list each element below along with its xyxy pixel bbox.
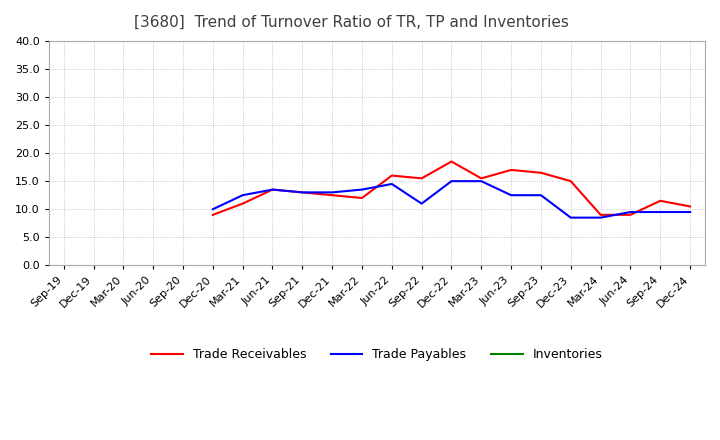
Trade Payables	[626, 209, 635, 215]
Trade Receivables	[328, 193, 336, 198]
Trade Receivables	[596, 212, 605, 217]
Trade Receivables	[656, 198, 665, 203]
Trade Payables	[298, 190, 307, 195]
Trade Payables	[358, 187, 366, 192]
Trade Payables	[418, 201, 426, 206]
Trade Payables	[328, 190, 336, 195]
Trade Receivables	[447, 159, 456, 164]
Trade Receivables	[418, 176, 426, 181]
Trade Payables	[656, 209, 665, 215]
Trade Receivables	[298, 190, 307, 195]
Trade Payables	[268, 187, 276, 192]
Trade Receivables	[358, 195, 366, 201]
Trade Payables	[596, 215, 605, 220]
Trade Payables	[567, 215, 575, 220]
Trade Receivables	[567, 179, 575, 184]
Trade Receivables	[536, 170, 545, 176]
Trade Payables	[209, 207, 217, 212]
Trade Receivables	[507, 167, 516, 172]
Trade Receivables	[238, 201, 247, 206]
Trade Receivables	[209, 212, 217, 217]
Trade Receivables	[685, 204, 694, 209]
Trade Payables	[387, 181, 396, 187]
Trade Receivables	[268, 187, 276, 192]
Trade Payables	[685, 209, 694, 215]
Trade Payables	[238, 193, 247, 198]
Line: Trade Payables: Trade Payables	[213, 181, 690, 218]
Text: [3680]  Trend of Turnover Ratio of TR, TP and Inventories: [3680] Trend of Turnover Ratio of TR, TP…	[134, 15, 569, 30]
Trade Payables	[507, 193, 516, 198]
Trade Receivables	[626, 212, 635, 217]
Line: Trade Receivables: Trade Receivables	[213, 161, 690, 215]
Trade Receivables	[387, 173, 396, 178]
Trade Payables	[536, 193, 545, 198]
Trade Payables	[447, 179, 456, 184]
Legend: Trade Receivables, Trade Payables, Inventories: Trade Receivables, Trade Payables, Inven…	[146, 343, 608, 367]
Trade Receivables	[477, 176, 485, 181]
Trade Payables	[477, 179, 485, 184]
